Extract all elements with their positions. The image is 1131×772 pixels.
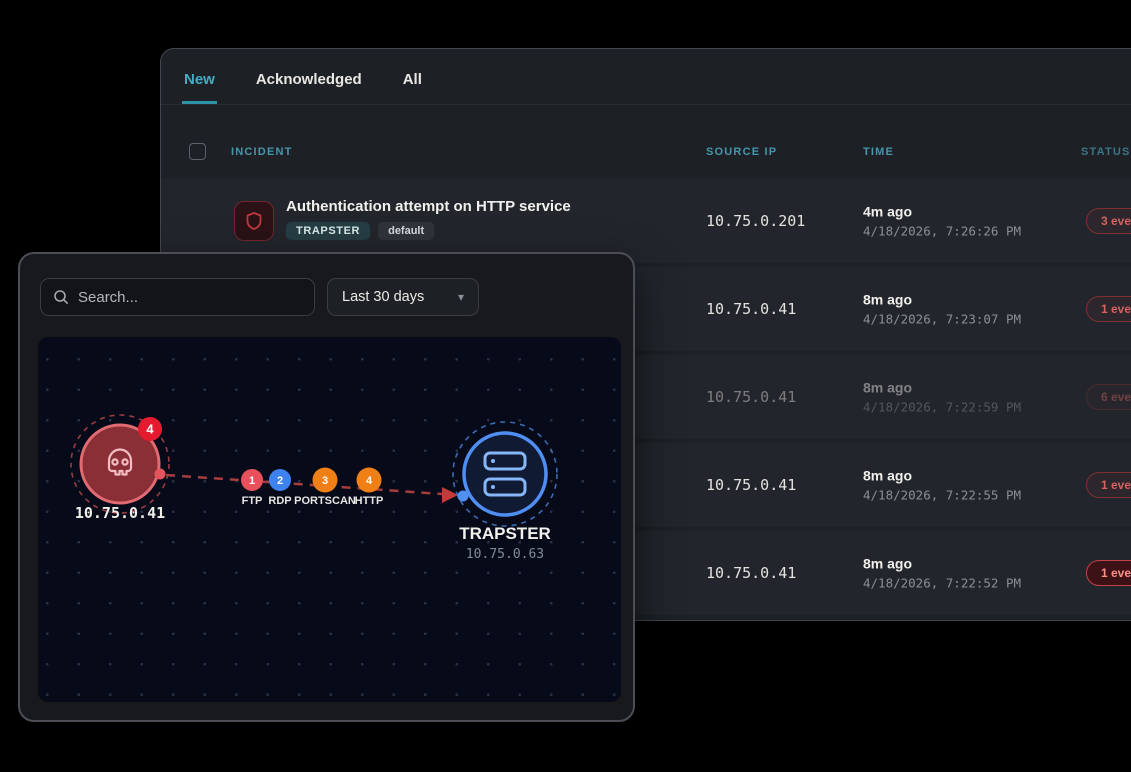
protocol-badge-ftp[interactable]: 1 FTP <box>241 469 263 507</box>
time-relative: 8m ago <box>863 379 913 396</box>
protocol-badge-http[interactable]: 4 HTTP <box>355 467 384 508</box>
source-ip-value: 10.75.0.41 <box>706 388 797 406</box>
incident-cell: Authentication attempt on HTTP service T… <box>286 198 571 240</box>
column-incident: INCIDENT <box>231 146 293 158</box>
incident-title: Authentication attempt on HTTP service <box>286 198 571 215</box>
protocol-label: PORTSCAN <box>294 495 356 507</box>
attacker-node[interactable]: 4 10.75.0.41 <box>70 414 170 522</box>
arrowhead-icon <box>442 487 458 503</box>
time-absolute: 4/18/2026, 7:22:59 PM <box>863 399 1022 415</box>
time-relative: 8m ago <box>863 467 913 484</box>
table-header: INCIDENT SOURCE IP TIME STATUS <box>161 136 1131 178</box>
default-badge: default <box>378 222 435 240</box>
incident-badges: TRAPSTER default <box>286 222 571 240</box>
edge-end-dot <box>457 490 469 502</box>
column-status: STATUS <box>1081 146 1131 158</box>
network-graph: 4 10.75.0.41 1 FTP 2 RDP <box>38 337 621 702</box>
status-badge: 3 events <box>1086 208 1131 234</box>
time-relative: 8m ago <box>863 291 913 308</box>
search-box <box>40 278 315 316</box>
attack-graph-panel: Last 30 days ▾ <box>18 252 635 722</box>
time-cell: 8m ago 4/18/2026, 7:22:55 PM <box>863 468 1021 503</box>
svg-text:2: 2 <box>277 475 283 487</box>
time-cell: 8m ago 4/18/2026, 7:23:07 PM <box>863 292 1021 327</box>
tab-all[interactable]: All <box>402 71 422 88</box>
status-badge: 1 event <box>1086 472 1131 498</box>
incident-tabs: New Acknowledged All <box>161 49 1131 105</box>
status-badge: 1 event <box>1086 296 1131 322</box>
tab-new[interactable]: New <box>182 71 217 104</box>
time-relative: 4m ago <box>863 203 913 220</box>
search-icon <box>54 290 68 304</box>
source-ip-value: 10.75.0.41 <box>706 300 797 318</box>
status-badge: 6 events <box>1086 384 1131 410</box>
status-badge: 1 event <box>1086 560 1131 586</box>
search-input[interactable] <box>78 288 302 306</box>
column-source-ip: SOURCE IP <box>706 146 778 158</box>
time-absolute: 4/18/2026, 7:23:07 PM <box>863 311 1022 327</box>
event-count-badge <box>138 417 162 441</box>
date-range-value: Last 30 days <box>342 289 425 305</box>
attacker-ip-label: 10.75.0.41 <box>75 504 165 522</box>
skull-icon <box>107 448 133 476</box>
table-row[interactable]: Authentication attempt on HTTP service T… <box>161 179 1131 263</box>
source-ip-value: 10.75.0.41 <box>706 564 797 582</box>
event-count: 4 <box>146 422 154 437</box>
protocol-label: RDP <box>268 495 291 507</box>
time-absolute: 4/18/2026, 7:26:26 PM <box>863 223 1022 239</box>
trapster-ip-label: 10.75.0.63 <box>466 547 544 562</box>
attack-edge <box>165 473 458 503</box>
protocol-badge-portscan[interactable]: 3 PORTSCAN <box>294 467 356 508</box>
trapster-node[interactable]: TRAPSTER 10.75.0.63 <box>452 421 558 562</box>
date-range-dropdown[interactable]: Last 30 days ▾ <box>327 278 479 316</box>
server-icon <box>483 451 527 497</box>
column-time: TIME <box>863 146 895 158</box>
time-cell: 8m ago 4/18/2026, 7:22:52 PM <box>863 556 1021 591</box>
svg-text:3: 3 <box>322 475 328 487</box>
time-relative: 8m ago <box>863 555 913 572</box>
edge-start-dot <box>154 468 166 480</box>
select-all-checkbox[interactable] <box>189 143 206 160</box>
trapster-name-label: TRAPSTER <box>459 524 551 543</box>
protocol-label: HTTP <box>355 495 384 507</box>
time-absolute: 4/18/2026, 7:22:52 PM <box>863 575 1022 591</box>
time-absolute: 4/18/2026, 7:22:55 PM <box>863 487 1022 503</box>
protocol-badges: 1 FTP 2 RDP 3 PORTSCAN <box>241 467 384 508</box>
chevron-down-icon: ▾ <box>457 290 464 304</box>
svg-text:4: 4 <box>366 475 373 487</box>
source-ip-value: 10.75.0.41 <box>706 476 797 494</box>
protocol-label: FTP <box>242 495 263 507</box>
time-cell: 8m ago 4/18/2026, 7:22:59 PM <box>863 380 1021 415</box>
svg-text:1: 1 <box>249 475 255 487</box>
tab-acknowledged[interactable]: Acknowledged <box>255 71 362 88</box>
protocol-badge-rdp[interactable]: 2 RDP <box>268 469 292 507</box>
source-ip-value: 10.75.0.201 <box>706 212 806 230</box>
incident-shield-icon <box>234 201 274 241</box>
time-cell: 4m ago 4/18/2026, 7:26:26 PM <box>863 204 1021 239</box>
trapster-badge: TRAPSTER <box>286 222 371 240</box>
